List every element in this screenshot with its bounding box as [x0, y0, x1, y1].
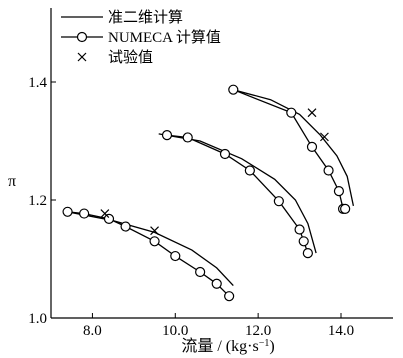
- ticks: 8.0 10.0 12.0 14.0 1.0 1.2 1.4: [28, 75, 354, 339]
- numeca-point: [103, 213, 115, 224]
- numeca-point: [224, 291, 235, 302]
- numeca-point: [298, 236, 309, 247]
- quasi2d-curve-2: [233, 89, 355, 207]
- numeca-point: [286, 107, 297, 118]
- x-axis-label-end: ): [269, 338, 274, 355]
- numeca-point: [79, 208, 90, 219]
- experiment-point: [320, 132, 329, 142]
- numeca-point: [62, 206, 73, 217]
- x-tick-label: 10.0: [162, 323, 188, 339]
- numeca-point: [161, 130, 173, 141]
- numeca-point: [333, 186, 345, 197]
- numeca-point: [294, 224, 305, 235]
- numeca-point: [244, 165, 255, 176]
- numeca-point: [120, 221, 131, 232]
- experiment-point: [150, 226, 159, 236]
- x-axis-label: 流量 / (kg·s−1): [181, 337, 274, 355]
- numeca-point: [182, 132, 193, 143]
- y-tick-label: 1.2: [28, 193, 47, 209]
- x-axis-label-exp: −1: [259, 338, 270, 349]
- legend-label-experiment: 试验值: [108, 49, 153, 66]
- numeca-point: [306, 141, 318, 152]
- numeca-curve-0: [67, 211, 230, 297]
- numeca-point: [170, 250, 181, 262]
- x-tick-label: 12.0: [245, 323, 271, 339]
- legend-label-quasi2d: 准二维计算: [108, 8, 183, 26]
- numeca-curve-2: [233, 89, 346, 210]
- numeca-curve-1: [166, 134, 309, 254]
- legend-cross-marker: [77, 52, 87, 62]
- x-tick-label: 14.0: [328, 323, 354, 339]
- legend-label-numeca: NUMECA 计算值: [108, 28, 221, 46]
- quasi2d-curve-0: [67, 211, 234, 287]
- numeca-point: [211, 278, 222, 289]
- y-axis-label: π: [8, 173, 16, 190]
- numeca-point: [273, 196, 284, 207]
- legend: 准二维计算 NUMECA 计算值 试验值: [61, 8, 221, 66]
- y-tick-label: 1.4: [28, 75, 47, 91]
- experiment-point: [307, 108, 317, 118]
- quasi2d-curve-1: [158, 133, 317, 254]
- y-tick-label: 1.0: [28, 311, 47, 327]
- x-axis-label-main: 流量 / (kg·s: [181, 337, 258, 355]
- numeca-point: [302, 248, 313, 259]
- numeca-point: [323, 165, 334, 176]
- legend-circle-marker: [76, 31, 88, 43]
- experiment-point: [100, 209, 110, 218]
- plot-area: [62, 84, 355, 302]
- numeca-point: [149, 236, 160, 247]
- axes: π 流量 / (kg·s−1): [8, 8, 393, 355]
- numeca-point: [195, 266, 206, 278]
- numeca-point: [219, 148, 231, 160]
- numeca-point: [340, 203, 351, 214]
- numeca-point: [228, 84, 239, 95]
- x-tick-label: 8.0: [83, 323, 102, 339]
